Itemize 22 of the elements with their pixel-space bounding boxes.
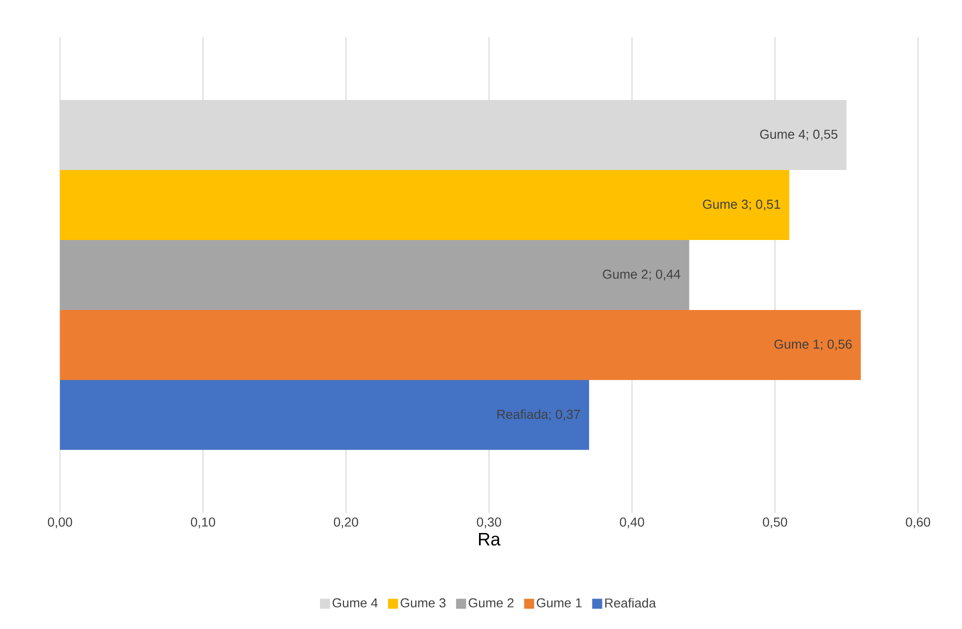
- data-label: Reafiada; 0,37: [497, 409, 580, 420]
- legend-label: Gume 3: [400, 598, 446, 608]
- bar: [60, 170, 790, 240]
- x-tick-label: 0,10: [190, 517, 216, 528]
- x-tick-label: 0,00: [48, 517, 72, 528]
- data-label: Gume 1; 0,56: [774, 340, 852, 350]
- x-axis-title: Ra: [479, 533, 500, 546]
- data-label: Gume 4; 0,55: [760, 130, 838, 140]
- legend-label: Gume 1: [536, 598, 582, 608]
- data-label: Gume 3; 0,51: [702, 200, 780, 210]
- x-tick-label: 0,30: [476, 517, 502, 528]
- data-label: Gume 2; 0,44: [602, 270, 680, 280]
- x-tick-label: 0,40: [620, 517, 644, 528]
- bar: [60, 380, 590, 450]
- bar: [60, 310, 861, 380]
- legend-label: Reafiada: [605, 598, 656, 608]
- bar: [60, 240, 690, 310]
- x-tick-label: 0,50: [762, 517, 788, 528]
- x-tick-label: 0,20: [334, 517, 358, 528]
- x-tick-label: 0,60: [906, 517, 930, 528]
- legend-label: Gume 4: [332, 598, 378, 608]
- legend-label: Gume 2: [468, 598, 514, 608]
